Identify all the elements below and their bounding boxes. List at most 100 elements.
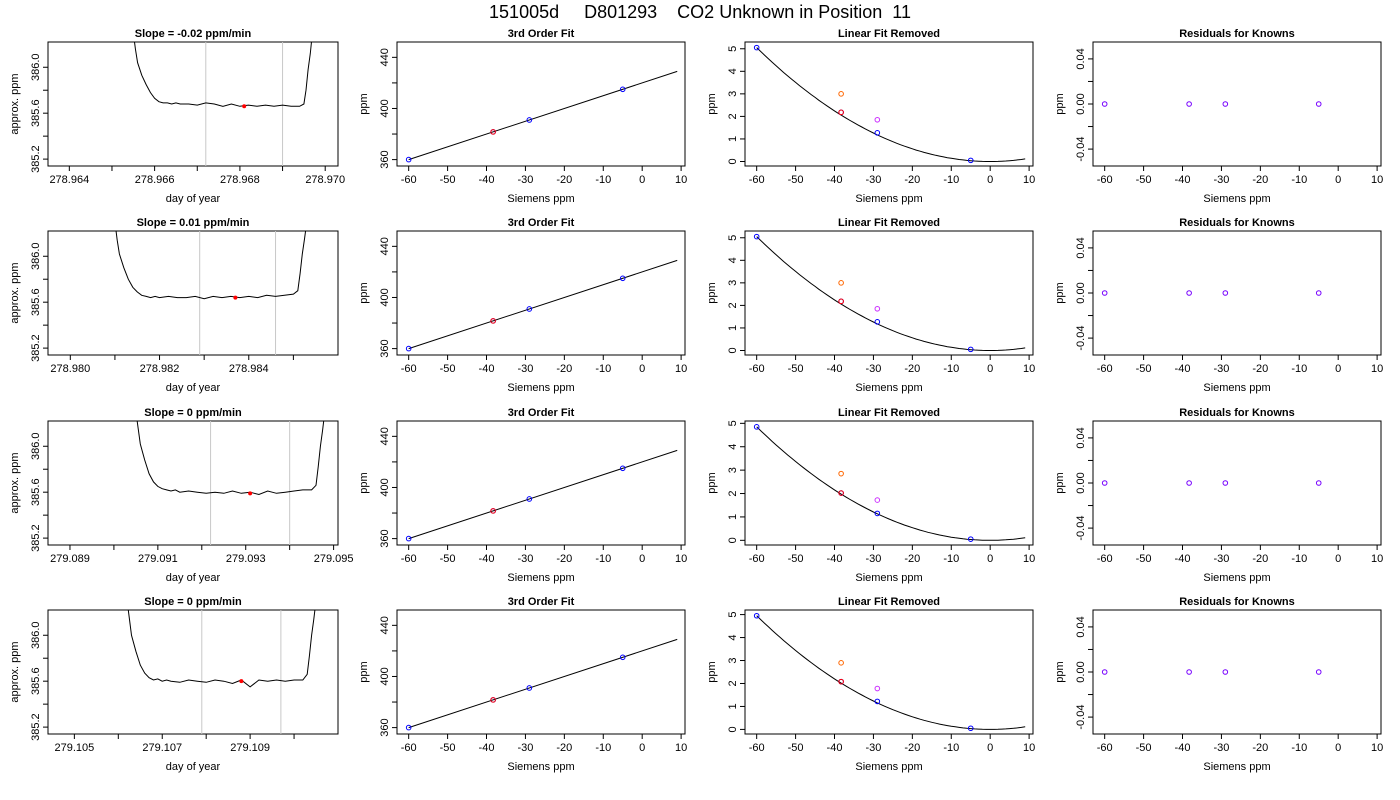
y-axis-label: ppm [358, 472, 370, 493]
x-tick-label: 0 [639, 742, 645, 754]
y-tick-label: 0.04 [1075, 237, 1087, 258]
y-axis-label: ppm [358, 282, 370, 303]
x-tick-label: -50 [788, 742, 804, 754]
y-axis-label: approx. ppm [9, 452, 21, 513]
fit-line [408, 259, 678, 350]
data-point [1101, 480, 1108, 486]
y-axis-label: ppm [1054, 661, 1066, 682]
plot-area [405, 638, 678, 731]
y-tick-label: 440 [379, 427, 391, 445]
x-tick-label: 0 [1335, 174, 1341, 186]
plot-area [405, 70, 678, 163]
x-tick-label: -40 [479, 553, 495, 565]
mean-marker [239, 679, 244, 684]
x-tick-label: -10 [943, 174, 959, 186]
x-axis-label: day of year [166, 382, 221, 394]
x-axis-label: day of year [166, 193, 221, 205]
x-tick-label: -30 [1213, 553, 1229, 565]
x-tick-label: 10 [1023, 742, 1035, 754]
y-tick-label: 385.6 [30, 288, 42, 316]
panel-calibration-row2: 3rd Order Fit -60 -50 -40 -30 -20 -10 0 10 360 400… [358, 407, 687, 584]
data-point [838, 678, 844, 685]
plot-frame [744, 420, 1034, 546]
panel-residuals-row1: Residuals for Knowns -60 -50 -40 -30 -20 -10 0 1… [1054, 217, 1383, 394]
y-tick-label: 2 [727, 302, 739, 308]
ppm-series-line [136, 421, 325, 496]
panel-calibration-row0: 3rd Order Fit -60 -50 -40 -30 -20 -10 0 10 360 400… [358, 28, 687, 205]
plot-frame [744, 609, 1034, 735]
x-tick-label: -20 [1252, 553, 1268, 565]
data-point [874, 116, 881, 123]
x-tick-label: -50 [1136, 363, 1152, 375]
panel-linear_removed-row1: Linear Fit Removed -60 -50 -40 -30 -20 -10 0 10 0… [706, 217, 1035, 394]
x-tick-label: -30 [517, 363, 533, 375]
y-tick-label: 3 [727, 91, 739, 97]
x-tick-label: 10 [675, 742, 687, 754]
x-tick-label: 279.107 [142, 742, 182, 754]
data-point [1101, 101, 1108, 107]
x-tick-label: -50 [1136, 742, 1152, 754]
x-tick-label: -10 [943, 553, 959, 565]
y-axis-label: approx. ppm [9, 641, 21, 702]
x-tick-label: -20 [556, 553, 572, 565]
data-point [1186, 101, 1192, 107]
plot-frame [1092, 230, 1382, 356]
data-point [1315, 480, 1322, 486]
data-point [874, 497, 881, 503]
panel-residuals-row3: Residuals for Knowns -60 -50 -40 -30 -20 -10 0 1… [1054, 596, 1383, 773]
data-point [838, 470, 844, 477]
data-point [1186, 480, 1192, 486]
y-tick-label: 385.2 [30, 145, 42, 173]
x-tick-label: -30 [1213, 742, 1229, 754]
x-axis-label: Siemens ppm [507, 193, 574, 205]
data-point [405, 345, 412, 352]
plot-area [133, 42, 312, 166]
data-point [1222, 101, 1229, 107]
data-point [838, 280, 844, 286]
ppm-series-line [133, 42, 312, 107]
x-tick-label: -20 [556, 742, 572, 754]
y-tick-label: 5 [727, 420, 739, 426]
data-point [1186, 290, 1192, 296]
y-axis-label: ppm [358, 93, 370, 114]
data-point [753, 424, 760, 430]
x-axis-label: Siemens ppm [1203, 382, 1270, 394]
x-tick-label: -10 [1291, 553, 1307, 565]
y-tick-label: 0.00 [1075, 93, 1087, 114]
y-tick-label: 5 [727, 612, 739, 618]
data-point [1186, 669, 1192, 675]
x-tick-label: 279.105 [54, 742, 94, 754]
fit-line [408, 70, 678, 161]
x-tick-label: -30 [865, 174, 881, 186]
y-axis-label: ppm [358, 661, 370, 682]
panel-title: Linear Fit Removed [838, 217, 940, 229]
y-tick-label: 400 [379, 99, 391, 117]
y-tick-label: 5 [727, 46, 739, 52]
x-tick-label: 279.089 [50, 553, 90, 565]
data-point [967, 157, 974, 164]
x-tick-label: -40 [827, 742, 843, 754]
x-tick-label: -30 [517, 742, 533, 754]
x-tick-label: -60 [1097, 363, 1113, 375]
x-tick-label: 0 [987, 553, 993, 565]
y-tick-label: 400 [379, 667, 391, 685]
panel-title: 3rd Order Fit [508, 28, 575, 40]
y-tick-label: -0.04 [1075, 516, 1087, 541]
data-point [838, 109, 844, 116]
x-axis-label: Siemens ppm [855, 382, 922, 394]
y-tick-label: 360 [379, 718, 391, 736]
x-tick-label: 279.093 [226, 553, 266, 565]
panel-linear_removed-row3: Linear Fit Removed -60 -50 -40 -30 -20 -10 0 10 0… [706, 596, 1035, 773]
data-point [967, 536, 974, 542]
x-tick-label: 10 [675, 174, 687, 186]
data-point [1222, 290, 1229, 296]
data-point [490, 697, 496, 703]
x-tick-label: 0 [987, 742, 993, 754]
y-tick-label: 360 [379, 339, 391, 357]
y-tick-label: 4 [727, 444, 739, 450]
plot-frame [396, 230, 686, 356]
y-tick-label: 3 [727, 467, 739, 473]
plot-frame [47, 230, 339, 356]
x-tick-label: -60 [1097, 174, 1113, 186]
